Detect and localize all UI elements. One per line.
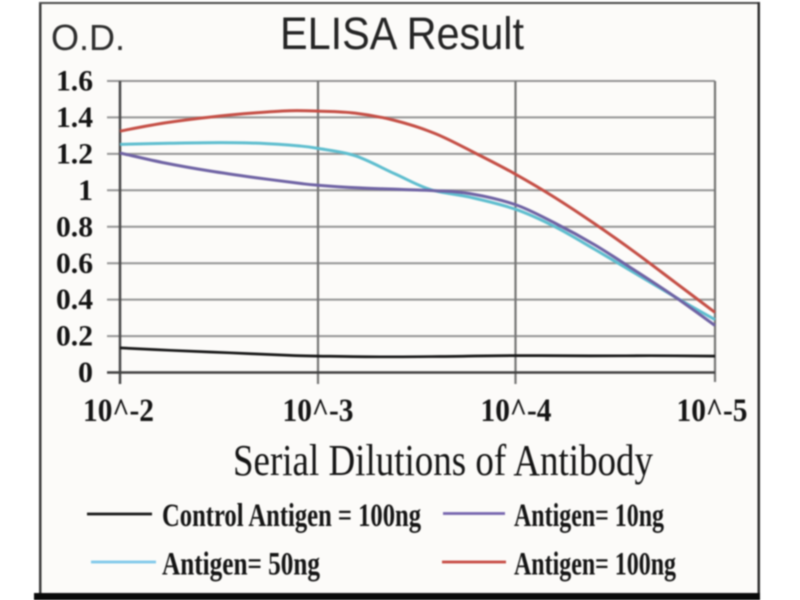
svg-text:Antigen= 50ng: Antigen= 50ng [162, 547, 320, 583]
svg-text:0.8: 0.8 [56, 211, 93, 244]
svg-text:O.D.: O.D. [51, 17, 125, 58]
svg-text:1.6: 1.6 [56, 65, 93, 98]
svg-text:0.4: 0.4 [56, 283, 93, 316]
svg-text:1.2: 1.2 [56, 138, 93, 171]
svg-text:10^-3: 10^-3 [283, 393, 354, 429]
svg-text:0.6: 0.6 [56, 247, 93, 280]
svg-text:Serial Dilutions of Antibody: Serial Dilutions of Antibody [233, 436, 653, 485]
svg-text:10^-4: 10^-4 [481, 393, 552, 429]
svg-text:0: 0 [78, 356, 93, 389]
svg-text:Control Antigen = 100ng: Control Antigen = 100ng [162, 498, 421, 534]
svg-text:1.4: 1.4 [56, 101, 93, 134]
svg-text:0.2: 0.2 [56, 320, 93, 353]
svg-text:ELISA Result: ELISA Result [280, 8, 524, 59]
svg-text:Antigen= 100ng: Antigen= 100ng [514, 547, 676, 583]
svg-text:Antigen= 10ng: Antigen= 10ng [514, 498, 664, 534]
svg-text:10^-2: 10^-2 [83, 393, 154, 429]
svg-text:1: 1 [78, 174, 93, 207]
svg-text:10^-5: 10^-5 [677, 393, 748, 429]
